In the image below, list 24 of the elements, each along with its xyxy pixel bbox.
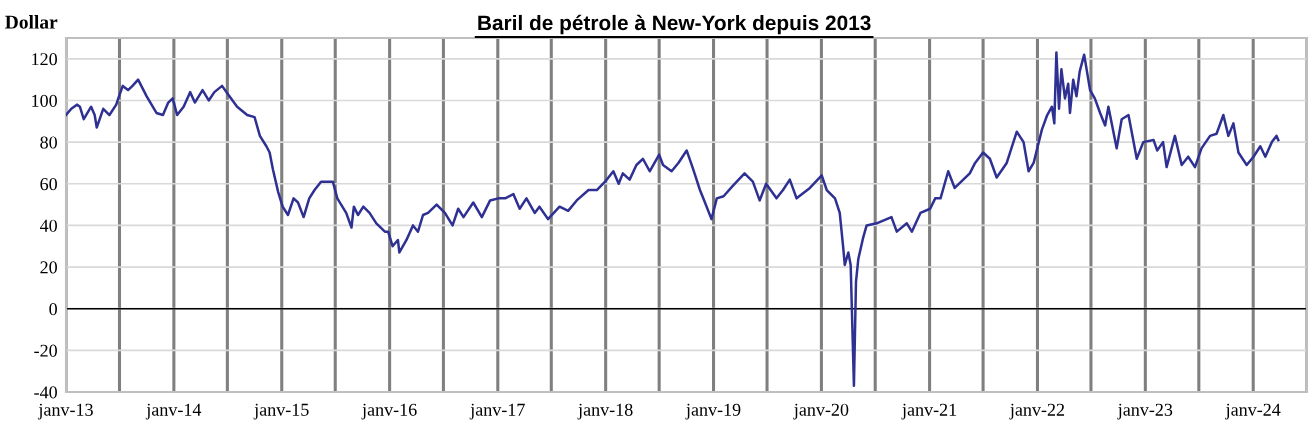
x-tick-label: janv-15 — [253, 403, 309, 420]
y-tick-label: 100 — [32, 94, 57, 107]
x-tick-label: janv-19 — [685, 403, 741, 420]
x-tick-label: janv-16 — [361, 403, 417, 420]
y-tick-label: 40 — [39, 219, 57, 232]
x-tick-label: janv-20 — [793, 403, 849, 420]
y-tick-label: -40 — [34, 386, 57, 399]
x-tick-label: janv-13 — [37, 403, 93, 420]
x-tick-label: janv-23 — [1117, 403, 1173, 420]
line-series — [66, 51, 1280, 387]
chart-title: Baril de pétrole à New-York depuis 2013 — [478, 14, 871, 35]
y-tick-label: 120 — [32, 53, 57, 66]
y-tick-label: 0 — [49, 302, 57, 316]
x-tick-label: janv-17 — [469, 403, 525, 420]
y-axis-title: Dollar — [5, 15, 58, 29]
y-tick-label: 20 — [40, 261, 57, 274]
x-tick-label: janv-22 — [1009, 403, 1065, 420]
x-tick-label: janv-14 — [145, 403, 202, 420]
x-tick-label: janv-18 — [577, 403, 633, 420]
x-tick-label: janv-24 — [1225, 403, 1281, 420]
x-tick-label: janv-21 — [901, 403, 957, 420]
y-tick-label: 80 — [40, 136, 57, 149]
y-tick-label: -20 — [34, 344, 57, 357]
y-tick-label: 60 — [40, 178, 57, 191]
